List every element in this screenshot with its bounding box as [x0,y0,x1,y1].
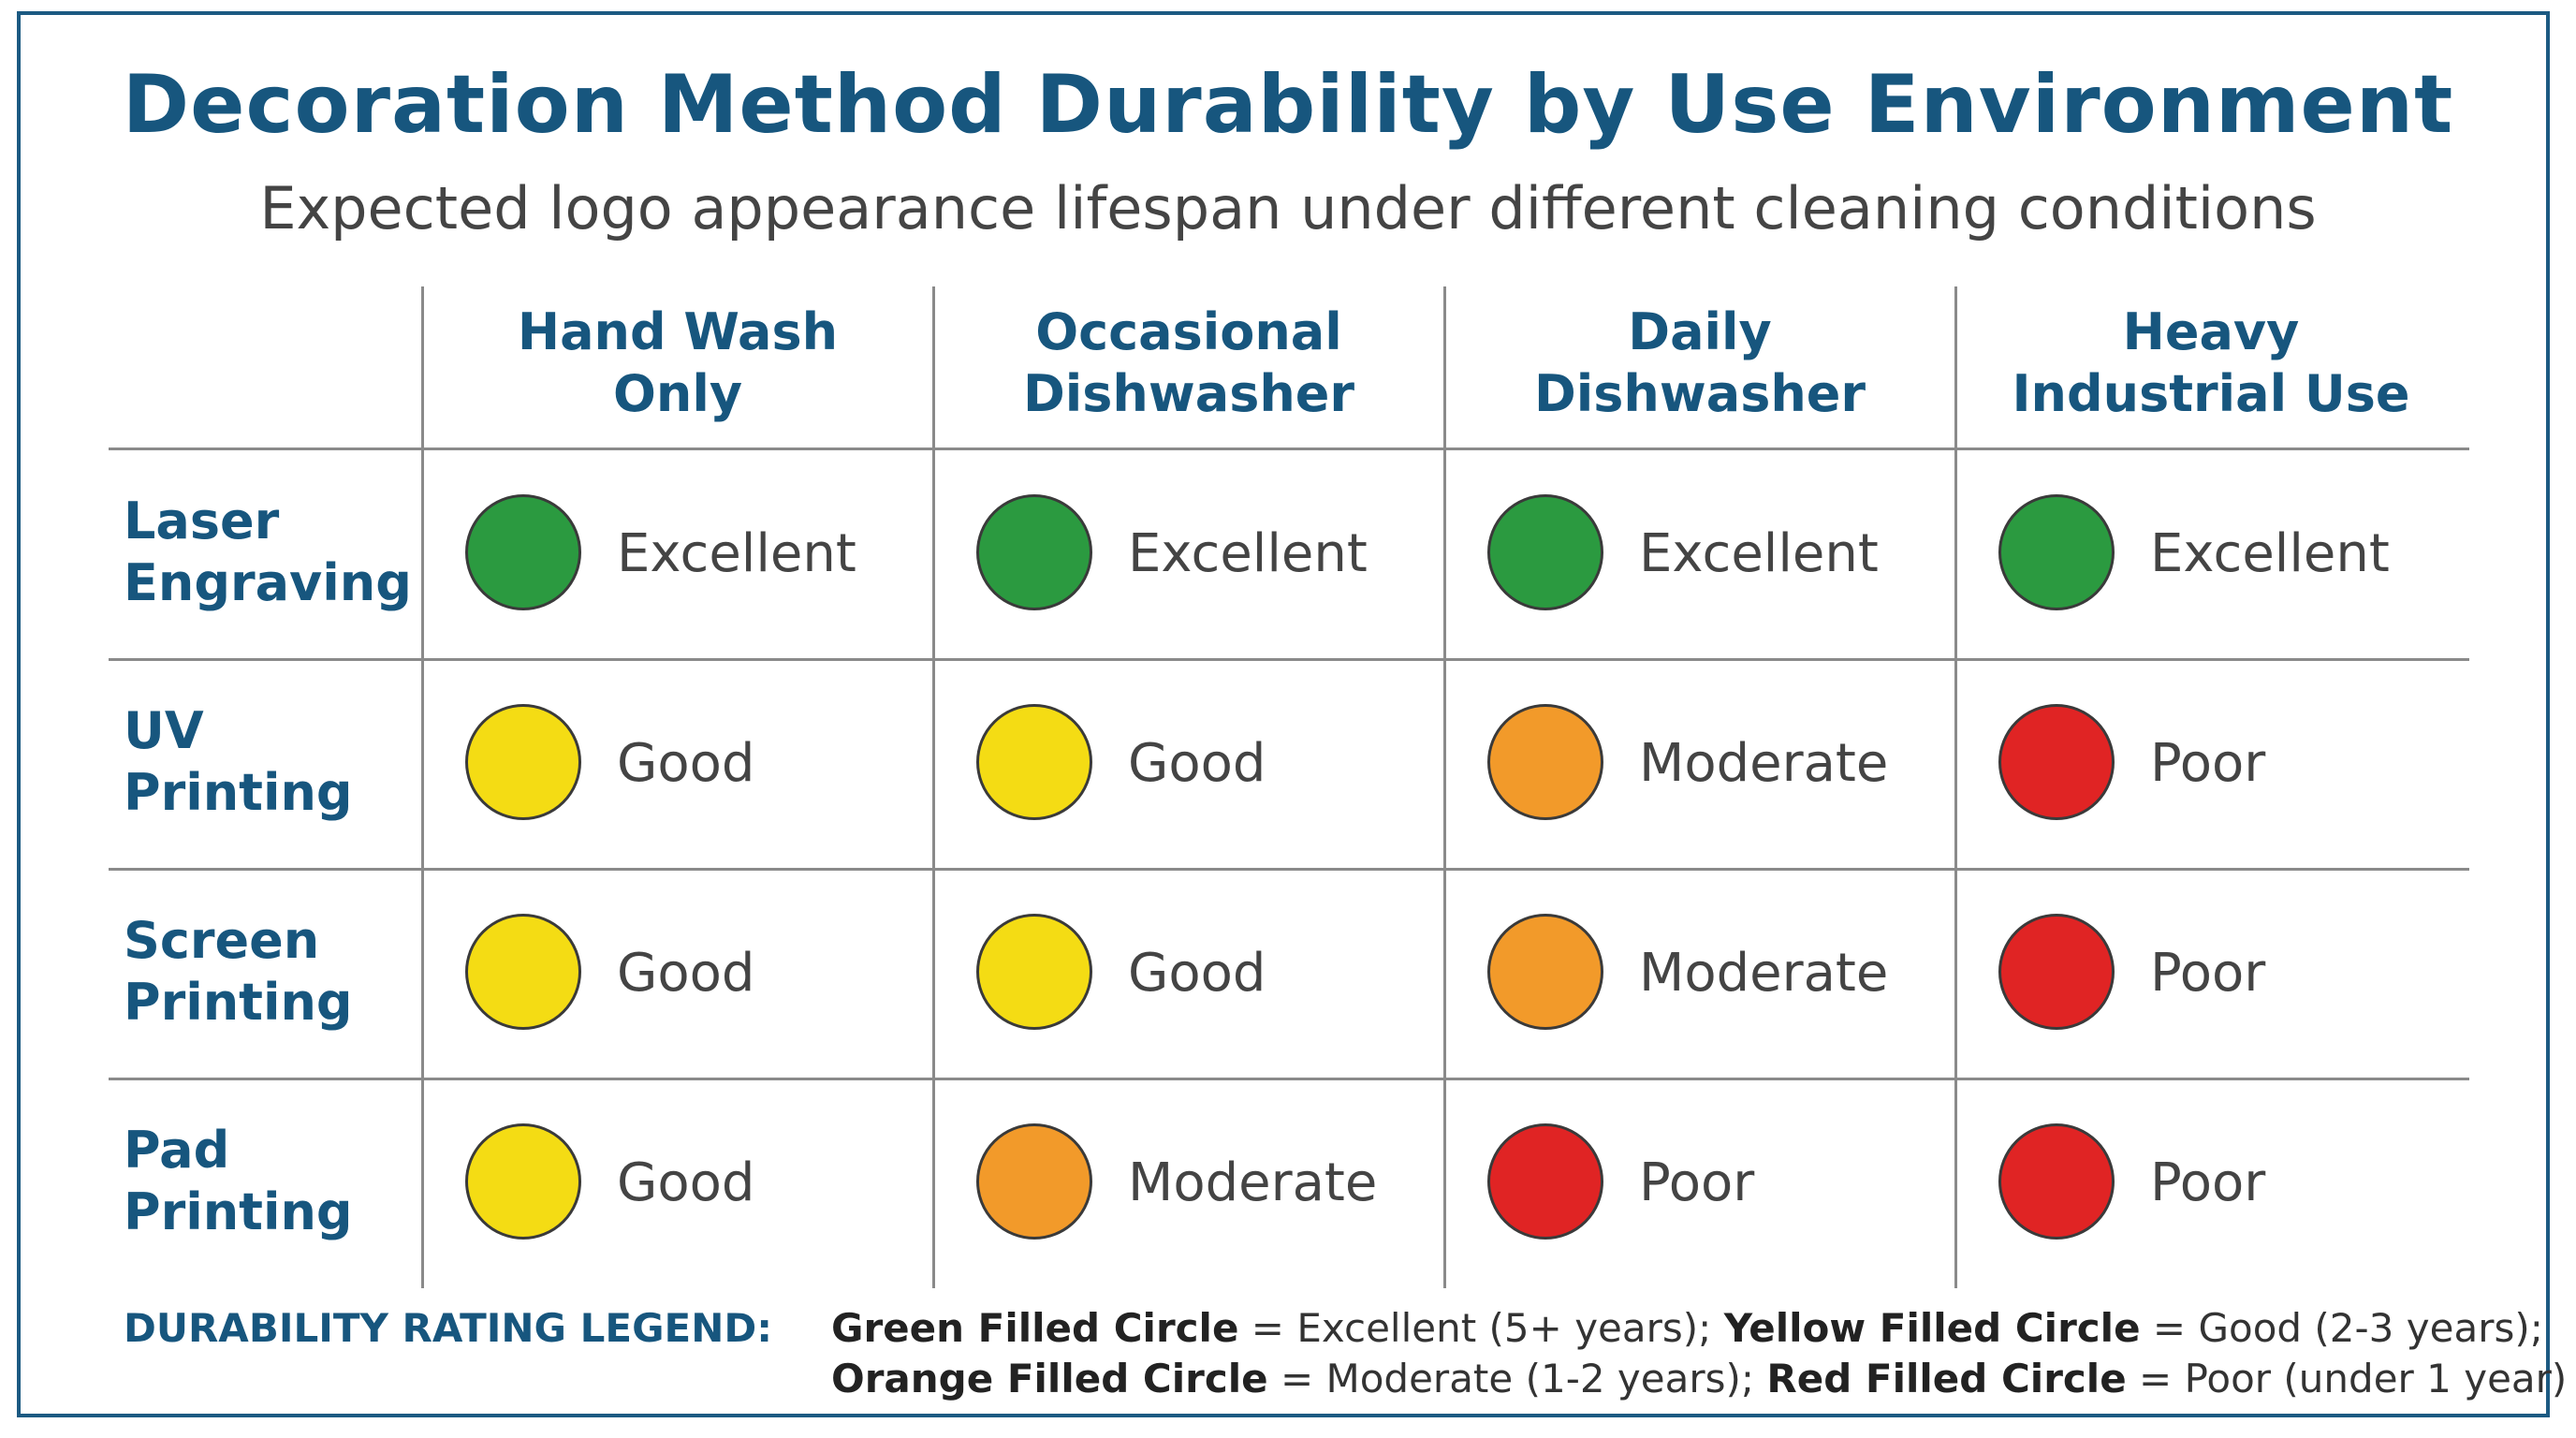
rating-cell: Poor [1955,1078,2466,1288]
rating-label: Good [617,1152,755,1213]
rating-circle-good [976,914,1092,1030]
row-header-laser-engraving: Laser Engraving [124,491,423,614]
rating-cell: Moderate [1444,659,1955,869]
grid-hline-3 [109,1078,2469,1080]
legend-item-name: Yellow Filled Circle [1723,1305,2141,1351]
legend-line-1: Green Filled Circle = Excellent (5+ year… [831,1305,2543,1351]
column-header-line: Occasional [1035,302,1342,361]
rating-label: Moderate [1128,1152,1378,1213]
rating-cell: Poor [1955,659,2466,869]
grid-hline-1 [109,658,2469,661]
row-header-screen-printing: Screen Printing [124,910,423,1034]
rating-label: Excellent [2150,523,2390,584]
grid-vline-3 [1443,286,1446,1288]
legend-line-2: Orange Filled Circle = Moderate (1-2 yea… [831,1356,2567,1401]
column-header-heavy-industrial: Heavy Industrial Use [1955,301,2466,425]
rating-label: Good [617,943,755,1004]
rating-label: Moderate [1639,733,1889,794]
rating-circle-poor [1998,1123,2115,1240]
column-header-line: Dishwasher [1533,364,1866,423]
rating-cell: Good [422,869,933,1078]
rating-circle-poor [1487,1123,1603,1240]
rating-label: Moderate [1639,943,1889,1004]
rating-circle-good [465,914,581,1030]
legend-title: DURABILITY RATING LEGEND: [124,1305,773,1351]
rating-label: Poor [2150,943,2266,1004]
row-header-line: Printing [124,973,353,1032]
rating-cell: Moderate [1444,869,1955,1078]
rating-circle-moderate [1487,704,1603,820]
rating-label: Excellent [617,523,856,584]
legend-item-desc: = Moderate (1-2 years); [1267,1356,1755,1401]
column-header-line: Hand Wash [517,302,839,361]
rating-label: Poor [1639,1152,1755,1213]
row-header-line: Printing [124,763,353,822]
rating-circle-poor [1998,914,2115,1030]
rating-cell: Good [422,1078,933,1288]
column-header-line: Daily [1628,302,1772,361]
grid-vline-4 [1954,286,1957,1288]
rating-cell: Good [933,659,1444,869]
rating-cell: Poor [1955,869,2466,1078]
rating-circle-good [976,704,1092,820]
legend-item-name: Green Filled Circle [831,1305,1239,1351]
legend-item-desc: = Poor (under 1 year) [2126,1356,2568,1401]
grid-hline-header [109,448,2469,450]
column-header-daily-dishwasher: Daily Dishwasher [1444,301,1955,425]
column-header-line: Industrial Use [2012,364,2410,423]
grid-hline-2 [109,868,2469,871]
rating-cell: Good [933,869,1444,1078]
rating-circle-excellent [976,494,1092,610]
rating-circle-moderate [1487,914,1603,1030]
legend-item-desc: = Excellent (5+ years); [1238,1305,1712,1351]
rating-label: Poor [2150,733,2266,794]
rating-label: Good [617,733,755,794]
rating-cell: Poor [1444,1078,1955,1288]
grid-vline-2 [932,286,935,1288]
row-header-pad-printing: Pad Printing [124,1120,423,1243]
row-header-uv-printing: UV Printing [124,700,423,824]
chart-title: Decoration Method Durability by Use Envi… [122,58,2454,152]
chart-subtitle: Expected logo appearance lifespan under … [259,174,2317,242]
rating-cell: Moderate [933,1078,1444,1288]
row-header-line: Laser [124,492,280,550]
column-header-line: Only [612,364,743,423]
rating-circle-excellent [465,494,581,610]
chart-frame [17,11,2550,1417]
column-header-occasional-dishwasher: Occasional Dishwasher [933,301,1444,425]
rating-cell: Excellent [1444,449,1955,659]
row-header-line: Screen [124,911,320,970]
legend-item-name: Red Filled Circle [1766,1356,2127,1401]
row-header-line: Pad [124,1121,230,1180]
legend-item-name: Orange Filled Circle [831,1356,1268,1401]
column-header-line: Heavy [2122,302,2300,361]
rating-cell: Excellent [933,449,1444,659]
rating-cell: Good [422,659,933,869]
rating-circle-moderate [976,1123,1092,1240]
rating-circle-good [465,1123,581,1240]
rating-label: Excellent [1639,523,1879,584]
row-header-line: UV [124,701,204,760]
row-header-line: Engraving [124,553,412,612]
rating-circle-excellent [1487,494,1603,610]
rating-circle-good [465,704,581,820]
rating-cell: Excellent [422,449,933,659]
legend-item-desc: = Good (2-3 years); [2140,1305,2543,1351]
row-header-line: Printing [124,1182,353,1241]
rating-label: Good [1128,943,1266,1004]
rating-circle-poor [1998,704,2115,820]
grid-vline-1 [421,286,424,1288]
rating-cell: Excellent [1955,449,2466,659]
rating-label: Poor [2150,1152,2266,1213]
column-header-hand-wash: Hand Wash Only [422,301,933,425]
column-header-line: Dishwasher [1022,364,1355,423]
rating-label: Good [1128,733,1266,794]
rating-label: Excellent [1128,523,1368,584]
rating-circle-excellent [1998,494,2115,610]
